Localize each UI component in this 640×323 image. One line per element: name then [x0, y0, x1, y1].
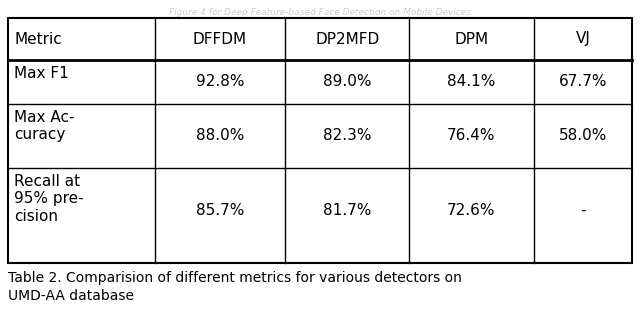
- Text: 92.8%: 92.8%: [196, 75, 244, 89]
- Text: DFFDM: DFFDM: [193, 32, 247, 47]
- Text: 82.3%: 82.3%: [323, 129, 371, 143]
- Text: Table 2. Comparision of different metrics for various detectors on: Table 2. Comparision of different metric…: [8, 271, 462, 285]
- Text: Figure 4 for Deep Feature-based Face Detection on Mobile Devices: Figure 4 for Deep Feature-based Face Det…: [169, 8, 471, 17]
- Text: Max Ac-
curacy: Max Ac- curacy: [14, 110, 74, 142]
- Text: -: -: [580, 203, 586, 218]
- Text: 89.0%: 89.0%: [323, 75, 371, 89]
- Text: VJ: VJ: [575, 32, 590, 47]
- Text: 76.4%: 76.4%: [447, 129, 496, 143]
- Text: 84.1%: 84.1%: [447, 75, 495, 89]
- Text: DPM: DPM: [454, 32, 488, 47]
- Text: 81.7%: 81.7%: [323, 203, 371, 218]
- Text: 67.7%: 67.7%: [559, 75, 607, 89]
- Text: 72.6%: 72.6%: [447, 203, 496, 218]
- Text: Max F1: Max F1: [14, 66, 68, 81]
- Text: UMD-AA database: UMD-AA database: [8, 289, 134, 303]
- Text: Recall at
95% pre-
cision: Recall at 95% pre- cision: [14, 174, 84, 224]
- Text: 58.0%: 58.0%: [559, 129, 607, 143]
- Text: 88.0%: 88.0%: [196, 129, 244, 143]
- Text: 85.7%: 85.7%: [196, 203, 244, 218]
- Text: DP2MFD: DP2MFD: [315, 32, 380, 47]
- Text: Metric: Metric: [14, 32, 61, 47]
